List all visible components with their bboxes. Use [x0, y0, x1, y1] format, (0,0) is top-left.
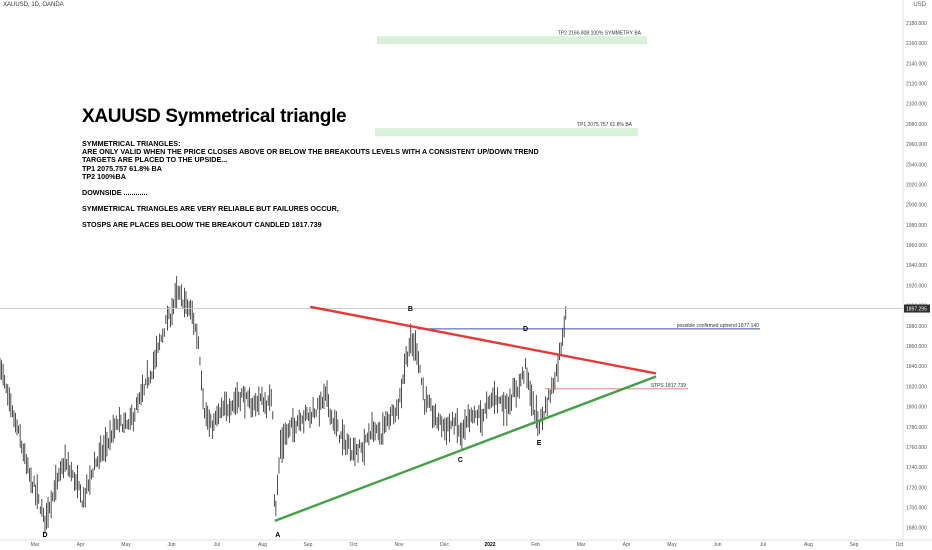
support-trendline: [274, 375, 657, 522]
y-tick-label: 1980.000: [906, 223, 927, 229]
y-tick-label: 1680.000: [906, 526, 927, 532]
x-tick-label: Jul: [760, 542, 766, 548]
symbol-title: XAUUSD, 1D, OANDA: [3, 2, 64, 8]
candles: [0, 276, 567, 534]
point-label-a: A: [275, 532, 280, 539]
x-tick-label: Apr: [623, 542, 631, 548]
y-tick-label: 2000.000: [906, 203, 927, 209]
x-tick-label: Sep: [304, 542, 313, 548]
x-tick-label: Aug: [804, 542, 813, 548]
x-tick-label: Apr: [77, 542, 85, 548]
y-tick-label: 1720.000: [906, 485, 927, 491]
y-tick-label: 1920.000: [906, 283, 927, 289]
x-tick-label: Aug: [258, 542, 267, 548]
y-tick-label: 1940.000: [906, 263, 927, 269]
x-tick-label: 2022: [484, 542, 495, 548]
y-tick-label: 1860.000: [906, 344, 927, 350]
x-tick-label: May: [667, 542, 677, 548]
y-tick-label: 2180.000: [906, 21, 927, 27]
y-tick-label: 2100.000: [906, 102, 927, 108]
point-label-d: D: [42, 532, 47, 539]
x-tick-label: Dec: [440, 542, 449, 548]
note-line: ARE ONLY VALID WHEN THE PRICE CLOSES ABO…: [82, 147, 539, 157]
y-tick-label: 1780.000: [906, 425, 927, 431]
y-tick-label: 2140.000: [906, 61, 927, 67]
target-zone: [377, 36, 647, 45]
y-tick-label: 1960.000: [906, 243, 927, 249]
x-tick-label: Jun: [167, 542, 175, 548]
y-tick-label: 1760.000: [906, 445, 927, 451]
target-zones: TP2 2166.808 100% SYMMETRY BA TP1 2075.75…: [375, 30, 647, 137]
note-line: STOSPS ARE PLACES BELOOW THE BREAKOUT CA…: [82, 220, 322, 230]
y-tick-label: 2120.000: [906, 82, 927, 88]
note-line: TP1 2075.757 61.8% BA: [82, 163, 162, 173]
x-tick-label: Feb: [531, 542, 540, 548]
last-price-box: [904, 304, 930, 313]
x-tick-label: Nov: [395, 542, 404, 548]
x-tick-label: Oct: [896, 542, 904, 548]
note-gap: [82, 181, 539, 189]
x-tick-label: Jun: [713, 542, 721, 548]
chart-title: XAUUSD Symmetrical triangle: [82, 106, 347, 127]
y-tick-label: 2040.000: [906, 162, 927, 168]
level-label: STPS 1817.739: [651, 383, 687, 389]
x-tick-label: Mar: [577, 542, 586, 548]
y-tick-label: 1880.000: [906, 324, 927, 330]
horizontal-levels: possible confirmed uptrend 1877.140 STPS …: [0, 308, 903, 390]
point-label-c: C: [458, 457, 463, 464]
trendlines: [274, 305, 657, 522]
point-label-d: D: [523, 326, 528, 333]
note-line: TP2 100%BA: [82, 171, 126, 181]
point-label-b: B: [408, 306, 413, 313]
point-label-e: E: [537, 440, 542, 447]
note-line: SYMMETRICAL TRIANGLES:: [82, 139, 181, 148]
level-label: possible confirmed uptrend 1877.140: [677, 323, 759, 329]
y-tick-label: 1820.000: [906, 384, 927, 390]
y-tick-label: 1700.000: [906, 506, 927, 512]
y-tick-label: 1800.000: [906, 405, 927, 411]
note-line: DOWNSIDE ............: [82, 188, 148, 198]
y-tick-label: 1740.000: [906, 465, 927, 471]
y-tick-label: 2080.000: [906, 122, 927, 128]
target-label: TP1 2075.757 61.8% BA: [577, 122, 633, 128]
x-tick-label: Jul: [214, 542, 220, 548]
note-line: TARGETS ARE PLACED TO THE UPSIDE...: [82, 155, 228, 165]
note-line: SYMMETRICAL TRIANGLES ARE VERY RELIABLE …: [82, 204, 339, 214]
x-tick-label: Oct: [350, 542, 358, 548]
currency-label: USD: [913, 2, 926, 8]
x-tick-label: Sep: [850, 542, 859, 548]
target-label: TP2 2166.808 100% SYMMETRY BA: [558, 30, 642, 36]
y-tick-label: 1840.000: [906, 364, 927, 370]
y-tick-label: 2060.000: [906, 142, 927, 148]
last-price-label: 1897.295: [906, 307, 927, 313]
x-tick-label: May: [121, 542, 131, 548]
y-tick-label: 2160.000: [906, 41, 927, 47]
resistance-trendline: [310, 305, 657, 375]
x-tick-label: Mar: [31, 542, 40, 548]
pattern-points: D A B C D E: [42, 306, 541, 539]
analysis-notes: SYMMETRICAL TRIANGLES: ARE ONLY VALID WHE…: [82, 139, 539, 230]
y-tick-label: 2020.000: [906, 182, 927, 188]
target-zone: [375, 128, 638, 137]
